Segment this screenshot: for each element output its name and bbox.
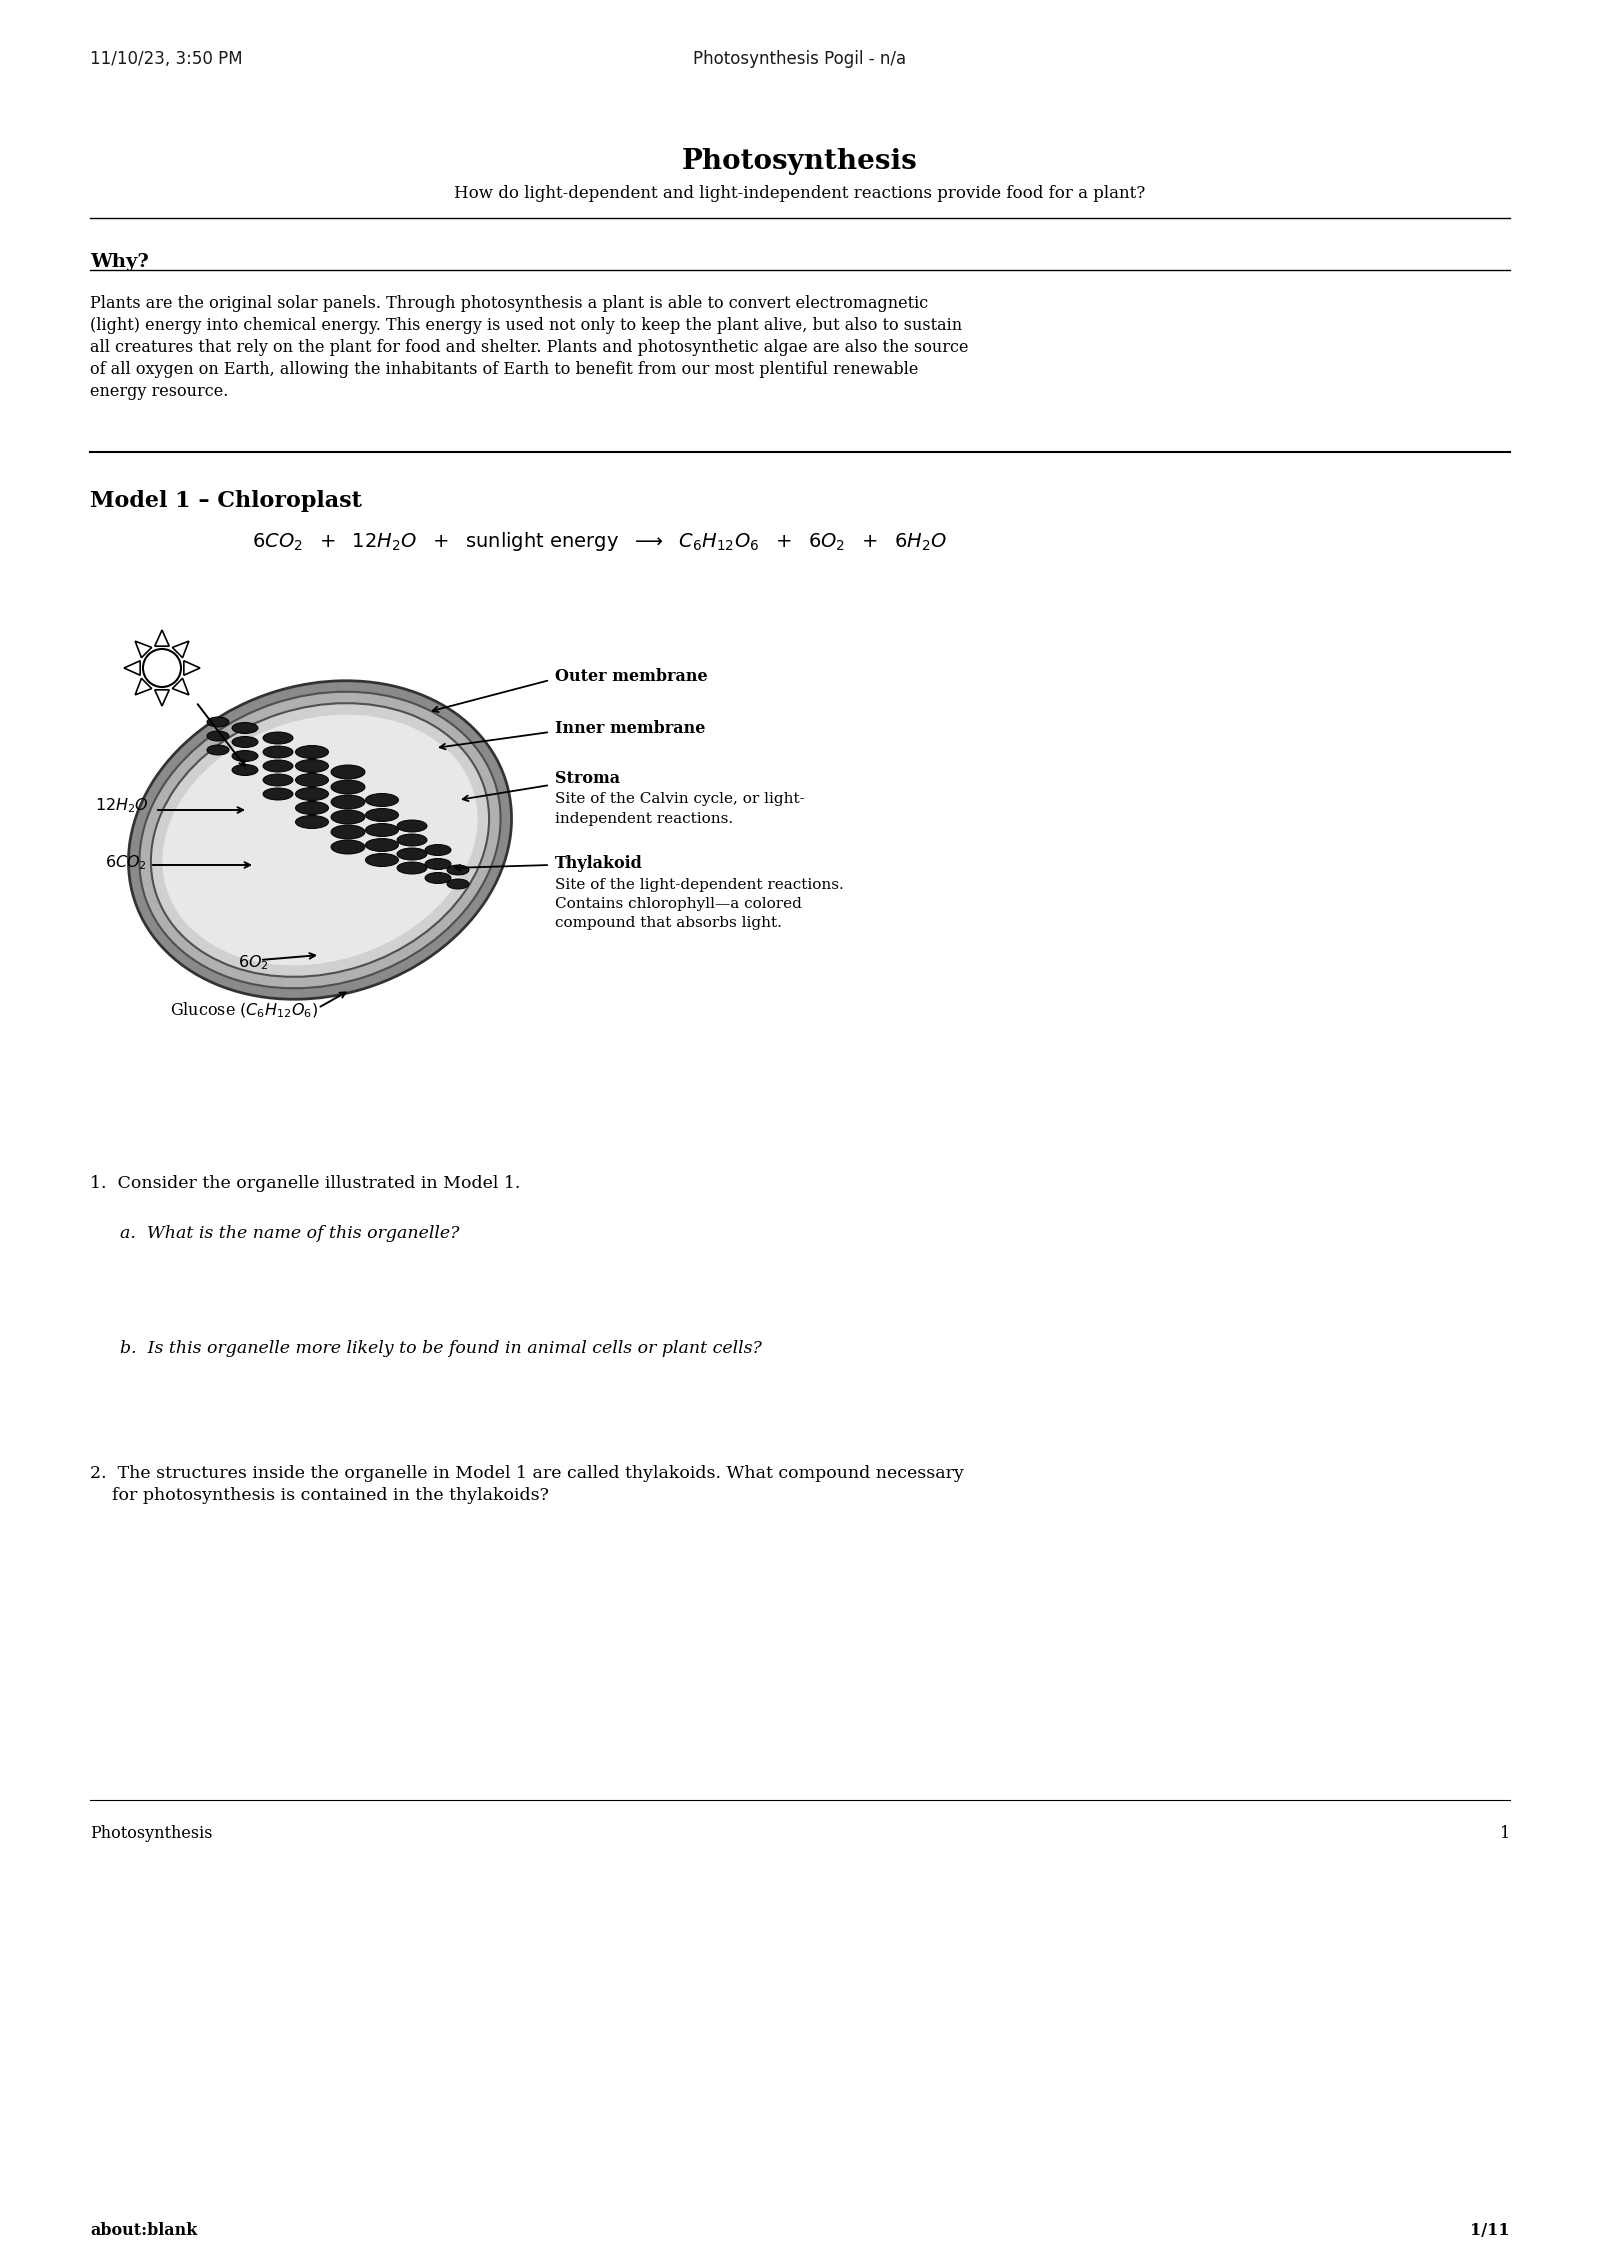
Text: $12H_2O$: $12H_2O$ [94,797,149,815]
Text: independent reactions.: independent reactions. [555,811,733,827]
Text: Thylakoid: Thylakoid [555,854,643,872]
Text: Photosynthesis: Photosynthesis [90,1826,213,1841]
Ellipse shape [232,736,258,747]
Polygon shape [173,677,189,695]
Polygon shape [184,661,200,675]
Ellipse shape [206,718,229,727]
Ellipse shape [296,815,328,829]
Text: 11/10/23, 3:50 PM: 11/10/23, 3:50 PM [90,50,243,68]
Ellipse shape [426,845,451,856]
Text: Why?: Why? [90,254,149,272]
Polygon shape [134,677,152,695]
Ellipse shape [206,745,229,754]
Text: Plants are the original solar panels. Through photosynthesis a plant is able to : Plants are the original solar panels. Th… [90,294,928,313]
Ellipse shape [262,745,293,759]
Ellipse shape [262,788,293,800]
Text: Inner membrane: Inner membrane [555,720,706,736]
Ellipse shape [262,761,293,772]
Text: 1.  Consider the organelle illustrated in Model 1.: 1. Consider the organelle illustrated in… [90,1176,520,1191]
Polygon shape [134,641,152,657]
Polygon shape [125,661,141,675]
Ellipse shape [139,691,501,988]
Text: 1/11: 1/11 [1470,2222,1510,2240]
Ellipse shape [331,766,365,779]
Polygon shape [173,641,189,657]
Ellipse shape [397,834,427,847]
Ellipse shape [397,847,427,861]
Text: Model 1 – Chloroplast: Model 1 – Chloroplast [90,489,362,512]
Ellipse shape [232,723,258,734]
Ellipse shape [365,854,398,867]
Ellipse shape [365,838,398,852]
Ellipse shape [162,716,478,965]
Ellipse shape [296,745,328,759]
Text: $6CO_2\ \ +\ \ 12H_2O\ \ +\ \ \mathrm{sunlight\ energy}\ \ \longrightarrow\ \ C_: $6CO_2\ \ +\ \ 12H_2O\ \ +\ \ \mathrm{su… [253,530,947,553]
Text: b.  Is this organelle more likely to be found in animal cells or plant cells?: b. Is this organelle more likely to be f… [120,1341,762,1357]
Ellipse shape [232,750,258,761]
Text: $6CO_2$: $6CO_2$ [106,854,147,872]
Ellipse shape [128,682,512,999]
Text: of all oxygen on Earth, allowing the inhabitants of Earth to benefit from our mo: of all oxygen on Earth, allowing the inh… [90,360,918,378]
Polygon shape [155,691,170,707]
Ellipse shape [331,840,365,854]
Ellipse shape [331,811,365,824]
Text: Photosynthesis Pogil - n/a: Photosynthesis Pogil - n/a [693,50,907,68]
Ellipse shape [150,702,490,976]
Text: Stroma: Stroma [555,770,621,786]
Ellipse shape [296,802,328,815]
Ellipse shape [365,824,398,836]
Text: Site of the Calvin cycle, or light-: Site of the Calvin cycle, or light- [555,793,805,806]
Text: 2.  The structures inside the organelle in Model 1 are called thylakoids. What c: 2. The structures inside the organelle i… [90,1465,963,1481]
Ellipse shape [331,795,365,809]
Text: $6O_2$: $6O_2$ [238,954,269,972]
Text: Site of the light-dependent reactions.: Site of the light-dependent reactions. [555,879,843,892]
Ellipse shape [397,820,427,831]
Ellipse shape [262,775,293,786]
Text: (light) energy into chemical energy. This energy is used not only to keep the pl: (light) energy into chemical energy. Thi… [90,317,962,333]
Text: How do light-dependent and light-independent reactions provide food for a plant?: How do light-dependent and light-indepen… [454,186,1146,202]
Text: a.  What is the name of this organelle?: a. What is the name of this organelle? [120,1225,459,1241]
Text: Contains chlorophyll—a colored: Contains chlorophyll—a colored [555,897,802,911]
Text: Outer membrane: Outer membrane [555,668,707,684]
Text: energy resource.: energy resource. [90,383,229,401]
Ellipse shape [296,788,328,800]
Text: all creatures that rely on the plant for food and shelter. Plants and photosynth: all creatures that rely on the plant for… [90,340,968,356]
Text: Glucose $(C_6H_{12}O_6)$: Glucose $(C_6H_{12}O_6)$ [170,1001,318,1019]
Ellipse shape [365,809,398,822]
Ellipse shape [232,766,258,775]
Ellipse shape [331,824,365,838]
Ellipse shape [446,865,469,874]
Ellipse shape [206,732,229,741]
Polygon shape [155,630,170,646]
Ellipse shape [397,863,427,874]
Ellipse shape [426,872,451,883]
Text: about:blank: about:blank [90,2222,197,2240]
Ellipse shape [446,879,469,888]
Ellipse shape [262,732,293,743]
Text: compound that absorbs light.: compound that absorbs light. [555,915,782,931]
Ellipse shape [331,779,365,795]
Text: 1: 1 [1499,1826,1510,1841]
Circle shape [142,650,181,686]
Ellipse shape [365,793,398,806]
Text: Photosynthesis: Photosynthesis [682,147,918,174]
Text: for photosynthesis is contained in the thylakoids?: for photosynthesis is contained in the t… [112,1488,549,1504]
Ellipse shape [296,775,328,786]
Ellipse shape [296,759,328,772]
Ellipse shape [426,858,451,870]
